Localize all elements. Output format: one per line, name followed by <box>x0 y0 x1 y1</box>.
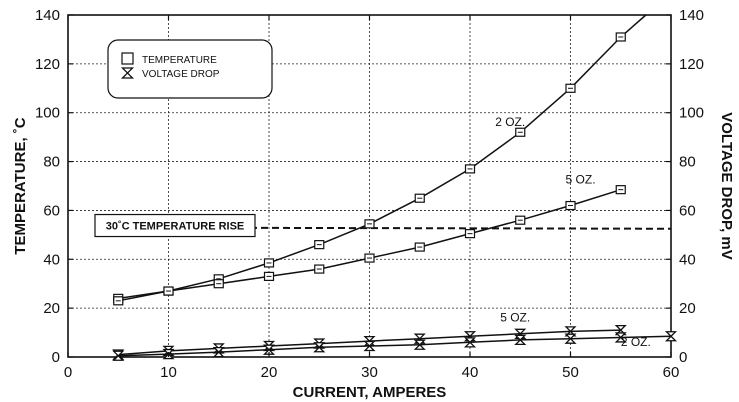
series-annotation: 2 OZ. <box>621 335 651 349</box>
y2-tick-label: 20 <box>679 300 696 317</box>
series-temperature-5oz <box>113 185 626 306</box>
y2-tick-label: 60 <box>679 202 696 219</box>
legend-label: TEMPERATURE <box>142 55 217 66</box>
axes-layer: 0 10 20 30 40 50 60020406080100120140020406080… <box>35 7 704 381</box>
series-line <box>118 14 647 300</box>
y2-tick-label: 80 <box>679 154 696 171</box>
series-temperature-2oz <box>113 14 647 303</box>
x-tick-label: 50 <box>562 364 579 381</box>
data-point <box>664 331 678 342</box>
reference-label: 30˚C TEMPERATURE RISE <box>106 221 245 233</box>
y-axis-title-left: TEMPERATURE, ˚C <box>12 117 29 254</box>
series-line <box>118 335 672 357</box>
data-point <box>262 344 276 355</box>
y2-tick-label: 120 <box>679 56 704 73</box>
y2-tick-label: 0 <box>679 349 687 366</box>
data-point <box>313 342 326 353</box>
series-layer <box>112 14 678 361</box>
data-point <box>614 332 627 343</box>
y-tick-label: 20 <box>43 300 60 317</box>
x-tick-label: 0 <box>64 364 72 381</box>
reference-line-group: 30˚C TEMPERATURE RISE <box>94 213 672 238</box>
y-axis-title-right: VOLTAGE DROP, mV <box>718 112 735 260</box>
x-tick-label: 60 <box>663 364 680 381</box>
legend-entries: TEMPERATURE VOLTAGE DROP <box>120 52 220 80</box>
y-tick-label: 60 <box>43 202 60 219</box>
x-axis-title: CURRENT, AMPERES <box>293 384 447 401</box>
reference-label-box <box>94 213 256 238</box>
legend-marker-square <box>121 52 134 65</box>
y-tick-label: 120 <box>35 56 60 73</box>
series-voltage-drop-2oz <box>112 331 678 361</box>
reference-line <box>95 226 672 230</box>
series-annotation: 2 OZ. <box>495 115 525 129</box>
legend: TEMPERATURE VOLTAGE DROP <box>107 39 273 99</box>
y2-tick-label: 140 <box>679 7 704 24</box>
x-tick-label: 30 <box>361 364 378 381</box>
data-point <box>363 340 376 352</box>
y-tick-label: 140 <box>35 7 60 24</box>
y-tick-label: 0 <box>52 349 60 366</box>
y2-tick-label: 40 <box>679 251 696 268</box>
data-point <box>514 334 527 346</box>
data-point <box>112 350 125 361</box>
y-tick-label: 80 <box>43 154 60 171</box>
data-point <box>564 333 577 344</box>
legend-label: VOLTAGE DROP <box>142 69 220 80</box>
data-point <box>212 346 225 358</box>
series-annotation: 5 OZ. <box>500 311 530 325</box>
data-point <box>463 337 477 348</box>
y-tick-label: 100 <box>35 105 60 122</box>
data-point <box>413 339 426 350</box>
annotation-layer: 2 OZ. 5 OZ. 5 OZ. 2 OZ. <box>495 115 651 349</box>
y-tick-label: 40 <box>43 251 60 268</box>
y2-tick-label: 100 <box>679 105 704 122</box>
x-tick-label: 40 <box>462 364 479 381</box>
series-annotation: 5 OZ. <box>566 173 596 187</box>
legend-marker-hourglass <box>120 67 135 79</box>
x-tick-label: 20 <box>261 364 278 381</box>
x-tick-label: 10 <box>160 364 177 381</box>
legend-box <box>107 39 273 99</box>
